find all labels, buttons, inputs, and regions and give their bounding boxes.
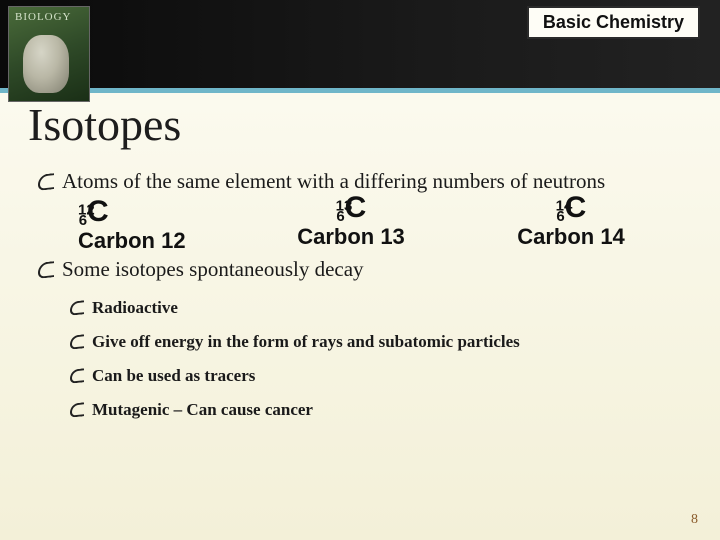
isotope-carbon14: 146C Carbon 14 (466, 195, 676, 254)
textbook-label: BIOLOGY (15, 11, 72, 23)
atomic-number: 6 (336, 208, 344, 225)
isotope-symbol: 146C (466, 193, 676, 224)
isotope-carbon13: 136C Carbon 13 (236, 195, 466, 254)
textbook-thumbnail: BIOLOGY (8, 6, 90, 102)
isotope-name: Carbon 13 (236, 224, 466, 250)
sub-bullet-radioactive: Radioactive (36, 298, 684, 318)
isotope-name: Carbon 12 (78, 228, 236, 254)
page-number: 8 (691, 512, 698, 528)
slide-title: Isotopes (28, 98, 181, 151)
atomic-number: 6 (556, 208, 564, 225)
isotope-symbol: 126C (78, 197, 236, 228)
isotope-name: Carbon 14 (466, 224, 676, 250)
bullet-decay: Some isotopes spontaneously decay (36, 256, 684, 283)
isotope-row: 126C Carbon 12 136C Carbon 13 146C Carbo… (36, 195, 684, 254)
element-symbol: C (345, 191, 367, 224)
isotope-carbon12: 126C Carbon 12 (36, 195, 236, 254)
chapter-title-box: Basic Chemistry (527, 6, 700, 39)
atomic-number: 6 (79, 212, 87, 229)
element-symbol: C (565, 191, 587, 224)
textbook-cover-art (23, 35, 69, 93)
sub-bullet-tracers: Can be used as tracers (36, 366, 684, 386)
sub-bullet-energy: Give off energy in the form of rays and … (36, 332, 684, 352)
element-symbol: C (87, 195, 109, 228)
slide-body: Atoms of the same element with a differi… (36, 168, 684, 420)
bullet-definition: Atoms of the same element with a differi… (36, 168, 684, 195)
sub-bullet-mutagenic: Mutagenic – Can cause cancer (36, 400, 684, 420)
isotope-symbol: 136C (236, 193, 466, 224)
